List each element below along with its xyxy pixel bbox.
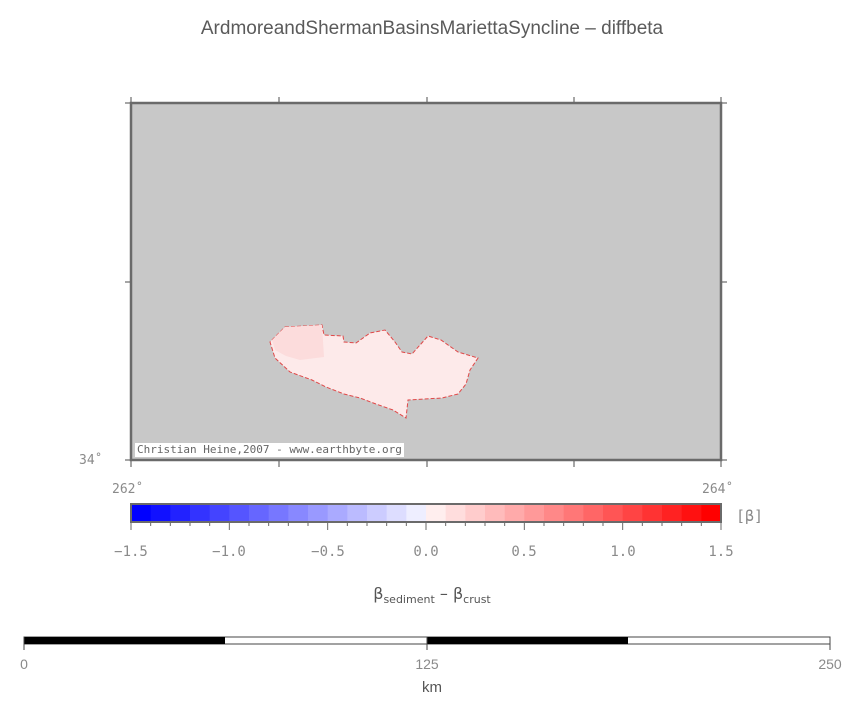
colorbar-title-operator: – — [434, 584, 453, 603]
credit-text: Christian Heine,2007 - www.earthbyte.org — [135, 443, 404, 457]
colorbar-cell — [229, 504, 250, 522]
colorbar-cell — [445, 504, 466, 522]
lat-label: 34˚ — [79, 453, 103, 468]
colorbar-tick-label: −1.0 — [212, 544, 246, 560]
colorbar-cell — [406, 504, 427, 522]
map-area — [129, 101, 723, 462]
scale-bar-label: 125 — [415, 656, 439, 672]
colorbar-cell — [190, 504, 211, 522]
colorbar-title-subscript: sediment — [383, 593, 435, 607]
lon-label-east: 264˚ — [702, 482, 734, 497]
colorbar-unit: [β] — [736, 507, 764, 525]
colorbar-cell — [504, 504, 525, 522]
lon-label-west: 262˚ — [112, 482, 144, 497]
colorbar-cell — [426, 504, 447, 522]
colorbar-cell — [603, 504, 624, 522]
colorbar-title-subscript: crust — [463, 593, 491, 607]
colorbar-cell — [150, 504, 171, 522]
colorbar-cell — [465, 504, 486, 522]
colorbar-cell — [249, 504, 270, 522]
colorbar-cell — [524, 504, 545, 522]
colorbar-tick-label: −0.5 — [311, 544, 345, 560]
colorbar-cell — [268, 504, 289, 522]
map-ticks — [125, 97, 727, 467]
colorbar-cell — [209, 504, 230, 522]
colorbar-cell — [170, 504, 191, 522]
colorbar-cell — [308, 504, 329, 522]
colorbar-cell — [681, 504, 702, 522]
colorbar-title-symbol: β — [452, 584, 464, 603]
colorbar-cell — [544, 504, 565, 522]
colorbar-cell — [701, 504, 722, 522]
colorbar-cell — [583, 504, 604, 522]
scale-bar-unit: km — [422, 679, 442, 696]
colorbar-cell — [622, 504, 643, 522]
colorbar-cell — [485, 504, 506, 522]
colorbar-cell — [386, 504, 407, 522]
scale-bar — [23, 636, 831, 650]
colorbar — [130, 503, 722, 530]
map-title: ArdmoreandShermanBasinsMariettaSyncline … — [200, 18, 664, 39]
colorbar-title: βsediment – βcrust — [0, 584, 864, 606]
colorbar-cell — [662, 504, 683, 522]
colorbar-tick-label: 0.0 — [413, 544, 439, 560]
colorbar-cell — [327, 504, 348, 522]
colorbar-cell — [367, 504, 388, 522]
scale-bar-label: 0 — [20, 656, 28, 672]
colorbar-tick-label: 0.5 — [511, 544, 537, 560]
colorbar-cell — [563, 504, 584, 522]
scale-bar-label: 250 — [818, 656, 842, 672]
colorbar-tick-label: −1.5 — [114, 544, 148, 560]
colorbar-cell — [131, 504, 152, 522]
basin-region-darker-cell — [272, 325, 324, 360]
colorbar-cell — [642, 504, 663, 522]
colorbar-title-symbol: β — [373, 584, 384, 603]
colorbar-cell — [347, 504, 368, 522]
colorbar-cell — [288, 504, 309, 522]
colorbar-tick-label: 1.5 — [708, 544, 734, 560]
colorbar-tick-label: 1.0 — [610, 544, 636, 560]
